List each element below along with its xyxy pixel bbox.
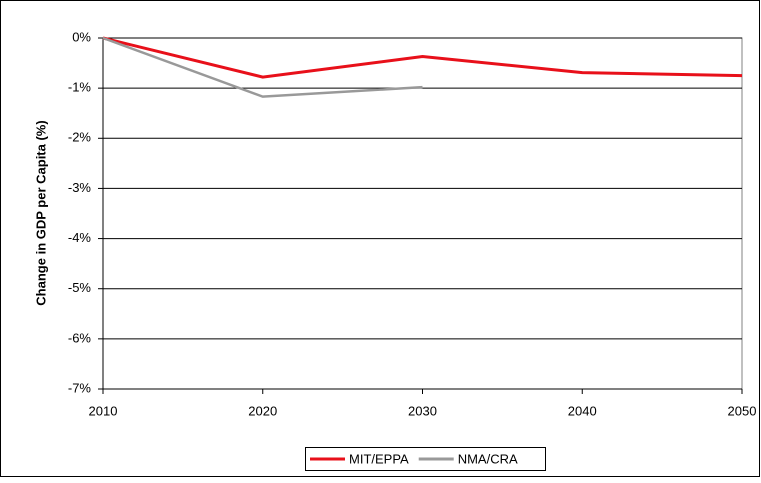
y-tick-label: 0% — [72, 29, 91, 44]
x-tick-label: 2030 — [408, 403, 437, 418]
plot-area — [102, 37, 743, 390]
x-tick-label: 2020 — [248, 403, 277, 418]
series-line — [102, 36, 423, 98]
y-tick-label: -3% — [68, 180, 92, 195]
x-tick-label: 2010 — [89, 403, 118, 418]
y-axis-label: Change in GDP per Capita (%) — [33, 120, 48, 305]
y-tick-label: -1% — [68, 80, 92, 95]
y-tick-label: -7% — [68, 380, 92, 395]
x-tick-label: 2050 — [728, 403, 757, 418]
y-tick-label: -4% — [68, 230, 92, 245]
x-tick-label: 2040 — [568, 403, 597, 418]
y-tick-label: -6% — [68, 330, 92, 345]
legend-label: MIT/EPPA — [349, 451, 409, 466]
legend-label: NMA/CRA — [458, 451, 518, 466]
y-tick-label: -2% — [68, 130, 92, 145]
y-tick-label: -5% — [68, 280, 92, 295]
series-line — [102, 36, 743, 79]
